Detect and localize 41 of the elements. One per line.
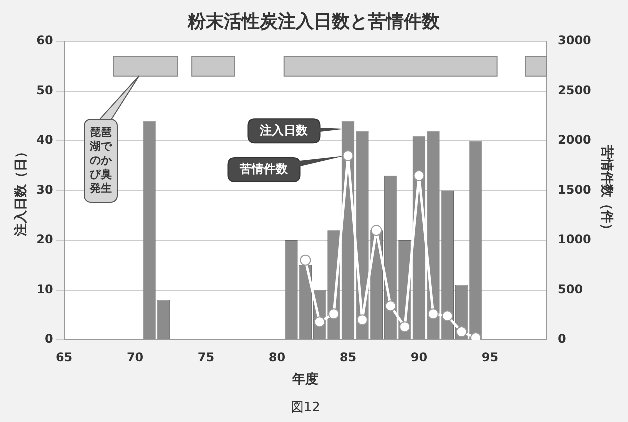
annotation: 琵琶湖でのかび臭発生	[84, 118, 118, 203]
point	[442, 310, 454, 322]
point	[400, 322, 411, 333]
x-tick-label: 95	[482, 350, 499, 364]
x-axis-title: 年度	[292, 372, 319, 388]
y-tick-label: 30	[36, 182, 54, 197]
y2-tick-label: 2000	[558, 133, 592, 148]
point	[456, 326, 468, 338]
x-tick-label: 80	[268, 350, 286, 364]
y-tick-label: 20	[36, 232, 54, 247]
y2-tick-label: 500	[558, 282, 584, 296]
y-tick-label: 0	[44, 332, 54, 346]
y2-axis-title: 苦情件数（件）	[598, 144, 614, 236]
point	[414, 170, 425, 182]
y2-tick-label: 2500	[558, 83, 592, 98]
point	[328, 308, 340, 320]
y-tick-label: 40	[36, 133, 54, 148]
point	[300, 254, 312, 266]
y-tick-label: 50	[36, 83, 54, 98]
caption: 図12	[290, 400, 320, 416]
y2-tick-label: 3000	[558, 34, 592, 48]
x-tick-label: 70	[126, 350, 144, 364]
y-axis-title: 注入日数（日）	[13, 145, 30, 238]
x-tick-label: 85	[340, 350, 357, 364]
x-tick-label: 75	[198, 350, 215, 364]
x-tick-label: 65	[56, 350, 73, 364]
point	[385, 300, 396, 312]
point	[342, 150, 354, 162]
y-tick-label: 10	[36, 282, 54, 296]
point	[428, 308, 439, 320]
y2-tick-label: 1500	[558, 182, 592, 197]
text: 苦情件数	[239, 162, 290, 176]
y-tick-label: 60	[36, 34, 54, 48]
chart-title: 粉末活性炭注入日数と苦情件数	[187, 11, 441, 32]
y2-tick-label: 1000	[558, 232, 592, 247]
point	[371, 225, 382, 236]
text: 注入日数	[259, 123, 310, 138]
point	[356, 314, 368, 326]
y2-tick-label: 0	[558, 332, 566, 346]
point	[314, 316, 326, 328]
x-tick-label: 90	[410, 350, 428, 364]
